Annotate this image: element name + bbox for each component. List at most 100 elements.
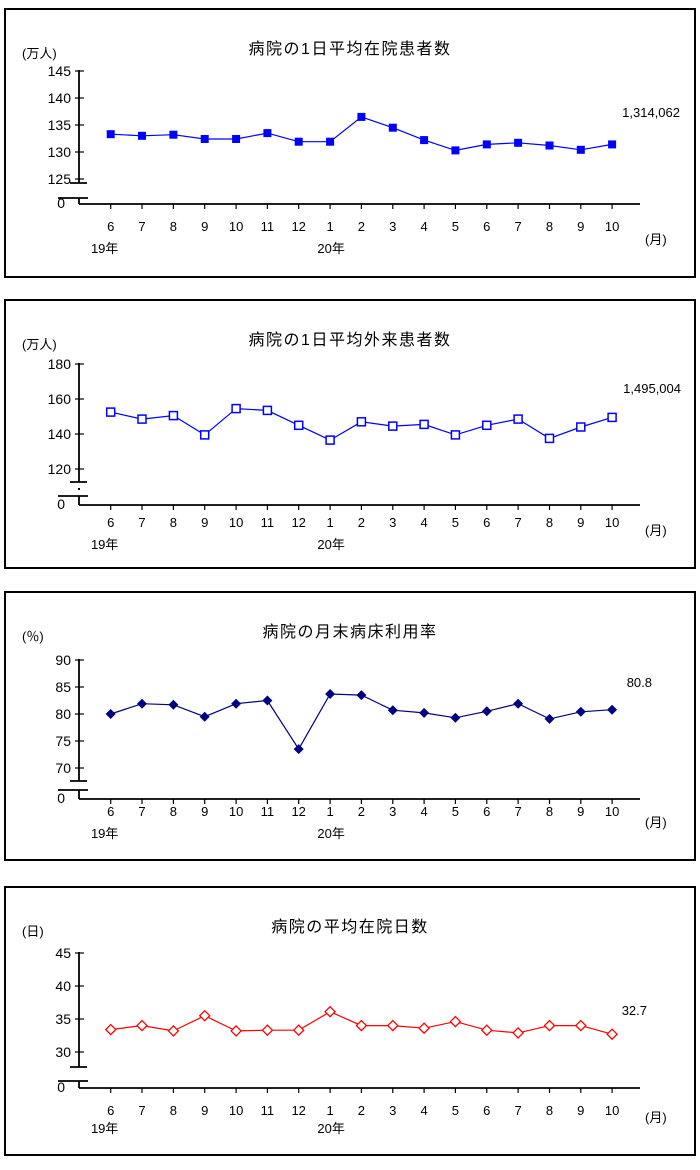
svg-text:135: 135 <box>48 117 72 133</box>
svg-text:7: 7 <box>514 219 521 234</box>
svg-text:20年: 20年 <box>317 537 344 552</box>
svg-text:35: 35 <box>55 1011 71 1027</box>
svg-text:19年: 19年 <box>91 826 118 841</box>
svg-text:3: 3 <box>389 515 396 530</box>
latest-value-label: 1,495,004 <box>623 381 681 396</box>
svg-text:12: 12 <box>291 1103 305 1118</box>
svg-text:10: 10 <box>229 1103 243 1118</box>
svg-text:6: 6 <box>107 1103 114 1118</box>
svg-text:2: 2 <box>358 219 365 234</box>
svg-text:0: 0 <box>57 790 65 806</box>
svg-text:2: 2 <box>358 1103 365 1118</box>
svg-text:7: 7 <box>514 515 521 530</box>
svg-text:8: 8 <box>546 515 553 530</box>
chart-panel-bed-occupancy-rate: 90 85 80 75 70 0 6 7 8 9 10 11 12 1 2 3 4 5 6 7 8 9 10 19年 20年 病… <box>4 591 696 861</box>
svg-text:0: 0 <box>57 496 65 512</box>
svg-text:10: 10 <box>229 515 243 530</box>
svg-text:12: 12 <box>291 219 305 234</box>
y-axis-unit-label: (万人) <box>22 46 57 61</box>
svg-text:5: 5 <box>452 804 459 819</box>
chart-title: 病院の月末病床利用率 <box>262 624 438 641</box>
svg-text:10: 10 <box>605 219 619 234</box>
svg-text:6: 6 <box>107 804 114 819</box>
svg-text:20年: 20年 <box>317 241 344 256</box>
svg-text:6: 6 <box>107 515 114 530</box>
chart-title: 病院の1日平均外来患者数 <box>248 332 452 349</box>
svg-text:3: 3 <box>389 1103 396 1118</box>
y-axis-unit-label: (％) <box>22 629 44 644</box>
svg-text:7: 7 <box>138 515 145 530</box>
x-axis-unit-label: (月) <box>645 232 667 247</box>
svg-text:6: 6 <box>483 515 490 530</box>
svg-text:11: 11 <box>261 1103 275 1118</box>
svg-text:1: 1 <box>326 219 333 234</box>
svg-text:140: 140 <box>48 426 72 442</box>
svg-text:0: 0 <box>57 1079 65 1095</box>
svg-text:10: 10 <box>229 804 243 819</box>
svg-text:7: 7 <box>514 1103 521 1118</box>
svg-text:7: 7 <box>138 1103 145 1118</box>
svg-text:4: 4 <box>420 515 427 530</box>
svg-text:12: 12 <box>291 804 305 819</box>
svg-text:11: 11 <box>261 219 275 234</box>
svg-text:180: 180 <box>48 356 72 372</box>
x-axis-unit-label: (月) <box>645 815 667 830</box>
latest-value-label: 1,314,062 <box>622 105 680 120</box>
svg-text:9: 9 <box>201 219 208 234</box>
chart-title: 病院の平均在院日数 <box>271 919 429 936</box>
svg-text:11: 11 <box>261 515 275 530</box>
svg-text:4: 4 <box>420 219 427 234</box>
svg-text:6: 6 <box>483 219 490 234</box>
svg-text:19年: 19年 <box>91 537 118 552</box>
svg-text:9: 9 <box>201 515 208 530</box>
svg-text:4: 4 <box>420 1103 427 1118</box>
latest-value-label: 80.8 <box>626 675 652 690</box>
latest-value-label: 32.7 <box>621 1003 647 1018</box>
svg-text:30: 30 <box>55 1044 71 1060</box>
svg-text:1: 1 <box>326 804 333 819</box>
svg-text:40: 40 <box>55 978 71 994</box>
svg-text:90: 90 <box>55 652 71 668</box>
svg-text:0: 0 <box>57 195 65 211</box>
svg-text:8: 8 <box>170 219 177 234</box>
svg-text:20年: 20年 <box>317 1121 344 1136</box>
svg-text:80: 80 <box>55 706 71 722</box>
svg-text:75: 75 <box>55 733 71 749</box>
svg-text:12: 12 <box>291 515 305 530</box>
svg-text:2: 2 <box>358 515 365 530</box>
svg-text:10: 10 <box>229 219 243 234</box>
chart-panel-avg-daily-inpatients: 145 140 135 130 125 0 6 7 8 9 10 11 12 1 2 3 4 5 6 7 8 9 10 19年… <box>4 8 696 278</box>
svg-text:10: 10 <box>605 804 619 819</box>
svg-text:10: 10 <box>605 515 619 530</box>
svg-text:85: 85 <box>55 679 71 695</box>
svg-text:9: 9 <box>201 804 208 819</box>
svg-text:9: 9 <box>577 515 584 530</box>
svg-text:7: 7 <box>138 804 145 819</box>
svg-text:8: 8 <box>546 219 553 234</box>
svg-text:9: 9 <box>577 1103 584 1118</box>
svg-text:5: 5 <box>452 515 459 530</box>
svg-text:125: 125 <box>48 171 72 187</box>
svg-text:120: 120 <box>48 461 72 477</box>
svg-text:8: 8 <box>170 515 177 530</box>
y-axis-unit-label: (万人) <box>22 337 57 352</box>
svg-text:5: 5 <box>452 219 459 234</box>
svg-text:9: 9 <box>201 1103 208 1118</box>
svg-text:130: 130 <box>48 144 72 160</box>
svg-text:70: 70 <box>55 760 71 776</box>
svg-text:6: 6 <box>483 1103 490 1118</box>
svg-text:11: 11 <box>261 804 275 819</box>
chart-panel-avg-daily-outpatients: 180 160 140 120 0 6 7 8 9 10 11 12 1 2 3 4 5 6 7 8 9 10 19年 20年… <box>4 299 696 569</box>
svg-text:140: 140 <box>48 90 72 106</box>
svg-text:9: 9 <box>577 804 584 819</box>
svg-text:8: 8 <box>170 1103 177 1118</box>
x-axis-unit-label: (月) <box>645 1110 667 1125</box>
svg-text:45: 45 <box>55 945 71 961</box>
svg-text:8: 8 <box>170 804 177 819</box>
svg-text:6: 6 <box>483 804 490 819</box>
svg-text:10: 10 <box>605 1103 619 1118</box>
